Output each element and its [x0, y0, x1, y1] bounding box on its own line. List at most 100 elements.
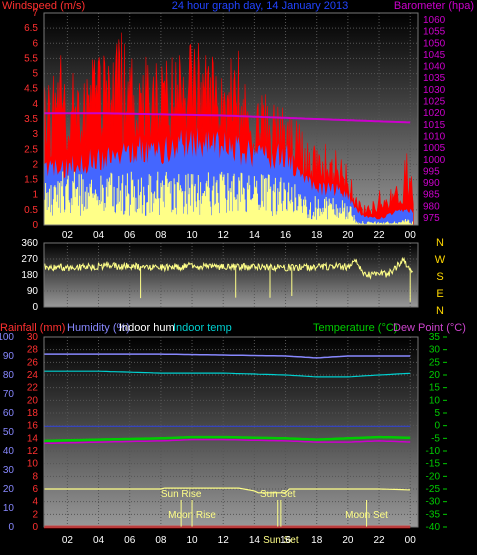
- y-tick-label-right: 35: [429, 332, 441, 343]
- legend-indoor-hum: Indoor hum: [119, 322, 175, 334]
- y-tick-label: 1.5: [24, 175, 38, 186]
- legend-rainfall: Rainfall (mm): [0, 322, 65, 334]
- y-tick-label-right: 1060: [423, 15, 446, 26]
- y-tick-label-right: 5: [434, 408, 440, 419]
- y-tick-label: 90: [3, 351, 15, 362]
- barometer-series: [44, 112, 411, 124]
- y-tick-label-right: 985: [423, 190, 440, 201]
- y-tick-label-right: 25: [429, 357, 441, 368]
- direction-frame: [43, 242, 419, 308]
- x-tick-label: 12: [218, 535, 230, 546]
- astro-label: Sun Rise: [161, 489, 202, 500]
- compass-label: E: [436, 288, 443, 300]
- y-tick-label: 360: [21, 238, 38, 249]
- y-tick-label-inner: 22: [27, 383, 39, 394]
- y-tick-label-inner: 24: [27, 370, 39, 381]
- y-tick-label-right: -10: [426, 446, 441, 457]
- y-tick-label-right: 1000: [423, 155, 446, 166]
- y-tick-label-right: 15: [429, 383, 441, 394]
- y-tick-label: 3: [32, 129, 38, 140]
- y-tick-label-inner: 20: [27, 395, 39, 406]
- y-tick-label: 5: [32, 69, 38, 80]
- wind-x-ticks: 02 04 06 08 10 12 14 16 18 20 22 00: [62, 230, 416, 241]
- wind-panel: 76.565.554.543.532.521.510.50 1060105510…: [2, 0, 474, 241]
- y-tick-label: 6.5: [24, 23, 38, 34]
- y-tick-label-right: -40: [426, 522, 441, 533]
- y-tick-label: 4: [32, 99, 38, 110]
- y-tick-label: 2: [32, 159, 38, 170]
- y-tick-label-inner: 6: [32, 484, 38, 495]
- y-tick-label: 40: [3, 446, 15, 457]
- y-tick-label-inner: 28: [27, 345, 39, 356]
- x-tick-label: 00: [405, 230, 417, 241]
- x-tick-label: 00: [405, 535, 417, 546]
- y-tick-label-right: 1035: [423, 73, 446, 84]
- x-tick-label: 10: [186, 230, 198, 241]
- legend-dew-point: Dew Point (°C): [393, 322, 466, 334]
- astro-label: Moon Rise: [168, 510, 216, 521]
- x-tick-label: 14: [249, 535, 261, 546]
- legend-indoor-temp: Indoor temp: [173, 322, 232, 334]
- dew-point-series: [43, 438, 411, 445]
- barometer-axis-label: Barometer (hpa): [394, 0, 474, 12]
- y-tick-label-inner: 30: [27, 332, 39, 343]
- y-tick-label: 10: [3, 503, 15, 514]
- x-tick-label: 16: [280, 535, 292, 546]
- wind-y-ticks: 7 6.5 6 5.5 5 4.5 4 3.5 3 2.5 2 1.5 1 0.5 0: [24, 8, 38, 231]
- astro-label: Moon Set: [345, 510, 388, 521]
- indoor-temp-series: [44, 370, 411, 378]
- astro-label: Sun Set: [260, 489, 296, 500]
- y-tick-label-right: 20: [429, 370, 441, 381]
- x-tick-label: 18: [311, 535, 323, 546]
- y-tick-label-inner: 14: [27, 433, 39, 444]
- y-tick-label: 80: [3, 370, 15, 381]
- x-tick-label: 16: [280, 230, 292, 241]
- y-tick-label-right: -5: [431, 433, 440, 444]
- x-tick-label: 06: [124, 230, 136, 241]
- y-tick-label-right: 0: [434, 421, 440, 432]
- y-tick-label: 0: [32, 302, 38, 313]
- y-tick-label-inner: 16: [27, 421, 39, 432]
- wind-series: [43, 32, 414, 226]
- compass-label: N: [436, 305, 444, 317]
- x-tick-label: 04: [93, 535, 105, 546]
- y-tick-label-inner: 10: [27, 459, 39, 470]
- compass-label: W: [435, 254, 446, 266]
- temp-panel: Rainfall (mm) Humidity (%) Indoor hum In…: [0, 322, 466, 546]
- y-tick-label: 180: [21, 270, 38, 281]
- y-tick-label: 90: [27, 286, 39, 297]
- astro-label: Sun Set: [263, 535, 299, 546]
- direction-y-ticks: 360 270 180 90 0: [21, 238, 38, 313]
- astro-annotations: Sun Rise Moon Rise Sun Set Sun Set Moon Set: [161, 489, 388, 546]
- y-tick-label-right: 1045: [423, 50, 446, 61]
- temp-x-ticks: 02 04 06 08 10 12 14 16 18 20 22 00: [62, 535, 416, 546]
- y-tick-label: 60: [3, 408, 15, 419]
- y-tick-label-right: -25: [426, 484, 441, 495]
- y-tick-label-right: 1015: [423, 120, 446, 131]
- y-tick-label-right: 995: [423, 166, 440, 177]
- x-tick-label: 04: [93, 230, 105, 241]
- temperature-series: [43, 435, 411, 443]
- y-tick-label-right: -20: [426, 471, 441, 482]
- y-tick-label: 30: [3, 465, 15, 476]
- y-tick-label-right: 980: [423, 201, 440, 212]
- temp-frame: [43, 336, 419, 528]
- y-tick-label: 70: [3, 389, 15, 400]
- wind-frame: [43, 12, 419, 226]
- x-tick-label: 20: [342, 535, 354, 546]
- compass-label: N: [436, 237, 444, 249]
- y-tick-label: 0.5: [24, 205, 38, 216]
- y-tick-label-inner: 18: [27, 408, 39, 419]
- y-tick-label-right: 1030: [423, 85, 446, 96]
- y-tick-label-right: 10: [429, 395, 441, 406]
- x-tick-label: 02: [62, 230, 74, 241]
- y-tick-label: 3.5: [24, 114, 38, 125]
- x-tick-label: 02: [62, 535, 74, 546]
- compass-label: S: [436, 271, 443, 283]
- y-tick-label-inner: 0: [32, 522, 38, 533]
- y-tick-label-right: 1005: [423, 143, 446, 154]
- y-tick-label-right: 1050: [423, 38, 446, 49]
- y-tick-label-inner: 8: [32, 471, 38, 482]
